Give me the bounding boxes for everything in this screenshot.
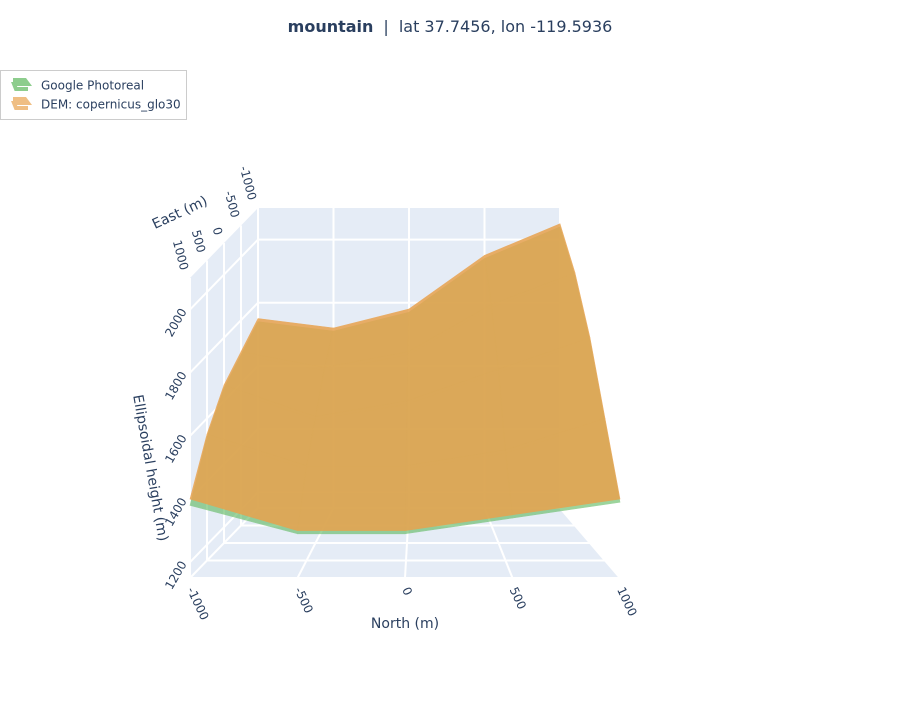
x-tick-label: 0 [399,585,415,598]
legend-swatch [11,78,32,91]
legend-label: DEM: copernicus_glo30 [41,98,181,112]
title-main: mountain [288,17,374,36]
legend-label: Google Photoreal [41,79,144,93]
x-tick-label: 1000 [614,585,640,619]
y-grid-line [223,243,590,544]
z-tick-label: 1200 [162,558,189,591]
x-tick-label: -500 [292,585,316,616]
y-grid-line [240,225,575,527]
z-tick-label: 1600 [162,432,189,465]
legend: Google Photoreal DEM: copernicus_glo30 [11,78,181,112]
legend-box [0,70,187,120]
scene: -1000 -500 0 500 1000-1000-50005001000120014… [129,164,639,632]
x-axis-title: North (m) [371,616,439,632]
chart-title: mountain | lat 37.7456, lon -119.5936 [288,17,613,36]
y-axis-title: East (m) [150,193,210,233]
z-tick-label: 1800 [162,369,189,402]
y-tick-label: 500 [189,228,208,254]
legend-swatch [11,97,32,110]
y-tick-label: -500 [222,189,243,219]
title-separator: | [383,17,388,36]
z-axis-title: Ellipsoidal height (m) [129,393,171,542]
surface-patch [297,465,407,531]
z-tick-label: 2000 [162,306,189,339]
y-grid-line [189,278,620,579]
surface-patch [505,418,621,516]
y-grid-line [206,260,605,562]
y-tick-label: 0 [210,226,226,237]
x-tick-label: -1000 [184,585,211,623]
y-tick-label: -1000 [237,164,260,201]
title-coords: lat 37.7456, lon -119.5936 [399,17,613,36]
z-grid-line [189,238,560,311]
surface [189,223,621,532]
x-tick-label: 500 [507,585,529,612]
y-tick-label: 1000 [170,239,191,272]
